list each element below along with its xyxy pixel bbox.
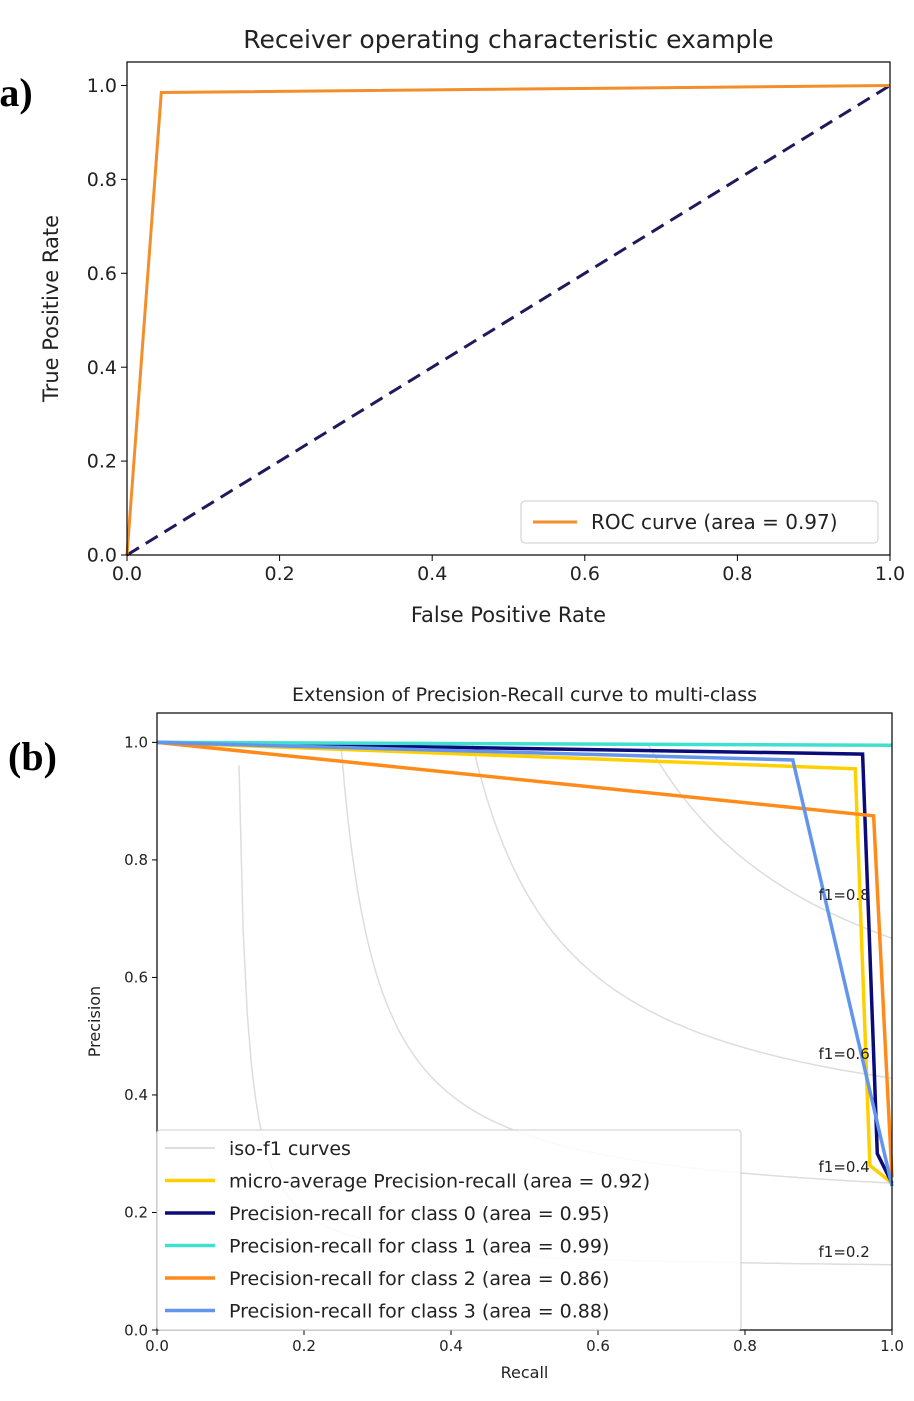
pr-x-tick-label: 0.2 [292,1337,316,1355]
roc-x-tick-label: 0.0 [112,563,142,585]
roc-y-tick-label: 0.2 [87,451,117,473]
panel-b-label: (b) [8,734,57,779]
micro-average-pr-line [156,740,894,1185]
pr-chart: Extension of Precision-Recall curve to m… [85,684,904,1382]
iso-f1-curve [340,746,892,1184]
roc-chart-title: Receiver operating characteristic exampl… [243,25,773,54]
roc-y-tick-label: 0.8 [87,169,117,191]
roc-x-tick-label: 1.0 [875,563,905,585]
panel-a-label: (a) [0,70,33,115]
class-2-pr-line [156,740,894,1178]
roc-chart: Receiver operating characteristic exampl… [39,25,905,627]
roc-y-tick-label: 0.0 [87,545,117,567]
legend-entry-iso-f1: iso-f1 curves [229,1138,351,1160]
roc-x-axis-label: False Positive Rate [411,603,606,627]
class-1-pr-line [156,740,893,748]
roc-legend: ROC curve (area = 0.97) [520,500,879,544]
pr-legend-box [156,1129,742,1331]
pr-y-tick-label: 0.8 [124,851,148,869]
pr-legend: iso-f1 curves micro-average Precision-rec… [156,1129,742,1331]
legend-entry-class-3-pr: Precision-recall for class 3 (area = 0.8… [229,1301,609,1323]
roc-x-tick-label: 0.2 [264,563,294,585]
pr-x-tick-label: 1.0 [880,1337,904,1355]
roc-legend-entry: ROC curve (area = 0.97) [591,510,838,534]
roc-plot-area [125,84,891,557]
pr-y-tick-label: 0.0 [124,1321,148,1339]
roc-x-tick-label: 0.4 [417,563,447,585]
roc-x-tick-label: 0.8 [722,563,752,585]
legend-entry-class-1-pr: Precision-recall for class 1 (area = 0.9… [229,1236,609,1258]
roc-x-tick-label: 0.6 [570,563,600,585]
iso-f1-label: f1=0.6 [819,1045,870,1063]
iso-f1-label: f1=0.4 [819,1158,870,1176]
pr-x-tick-label: 0.4 [439,1337,463,1355]
roc-axes-frame [126,61,891,556]
legend-entry-micro-average-pr: micro-average Precision-recall (area = 0… [229,1171,650,1193]
iso-f1-label: f1=0.8 [819,886,870,904]
pr-x-tick-label: 0.8 [733,1337,757,1355]
pr-ticks: f1=0.2 f1=0.4 f1=0.6 f1=0.8 0.0 0.2 0.4 0.6 0.8 1… [124,734,904,1355]
pr-plot-area [156,740,894,1187]
pr-x-tick-label: 0.6 [586,1337,610,1355]
pr-chart-title: Extension of Precision-Recall curve to m… [292,684,757,706]
roc-legend-box [520,500,879,544]
class-3-pr-line [156,740,894,1187]
roc-y-axis-label: True Positive Rate [39,215,63,403]
roc-y-tick-label: 1.0 [87,75,117,97]
pr-y-tick-label: 0.2 [124,1204,148,1222]
pr-x-tick-label: 0.0 [145,1337,169,1355]
pr-y-tick-label: 0.6 [124,969,148,987]
pr-x-axis-label: Recall [501,1363,549,1382]
roc-chance-line [126,84,891,557]
roc-ticks: 0.0 0.2 0.4 0.6 0.8 1.0 0.0 0.2 0.4 0.6 0.8 1.0 [87,75,905,585]
roc-y-tick-label: 0.6 [87,263,117,285]
class-0-pr-line [156,740,894,1184]
roc-y-tick-label: 0.4 [87,357,117,379]
pr-y-axis-label: Precision [85,986,104,1057]
iso-f1-curve [471,743,892,1079]
iso-f1-curve [646,742,892,939]
legend-entry-class-0-pr: Precision-recall for class 0 (area = 0.9… [229,1203,609,1225]
pr-y-tick-label: 1.0 [124,734,148,752]
pr-y-tick-label: 0.4 [124,1086,148,1104]
roc-curve-line [125,84,891,556]
iso-f1-label: f1=0.2 [819,1243,870,1261]
legend-entry-class-2-pr: Precision-recall for class 2 (area = 0.8… [229,1268,609,1290]
